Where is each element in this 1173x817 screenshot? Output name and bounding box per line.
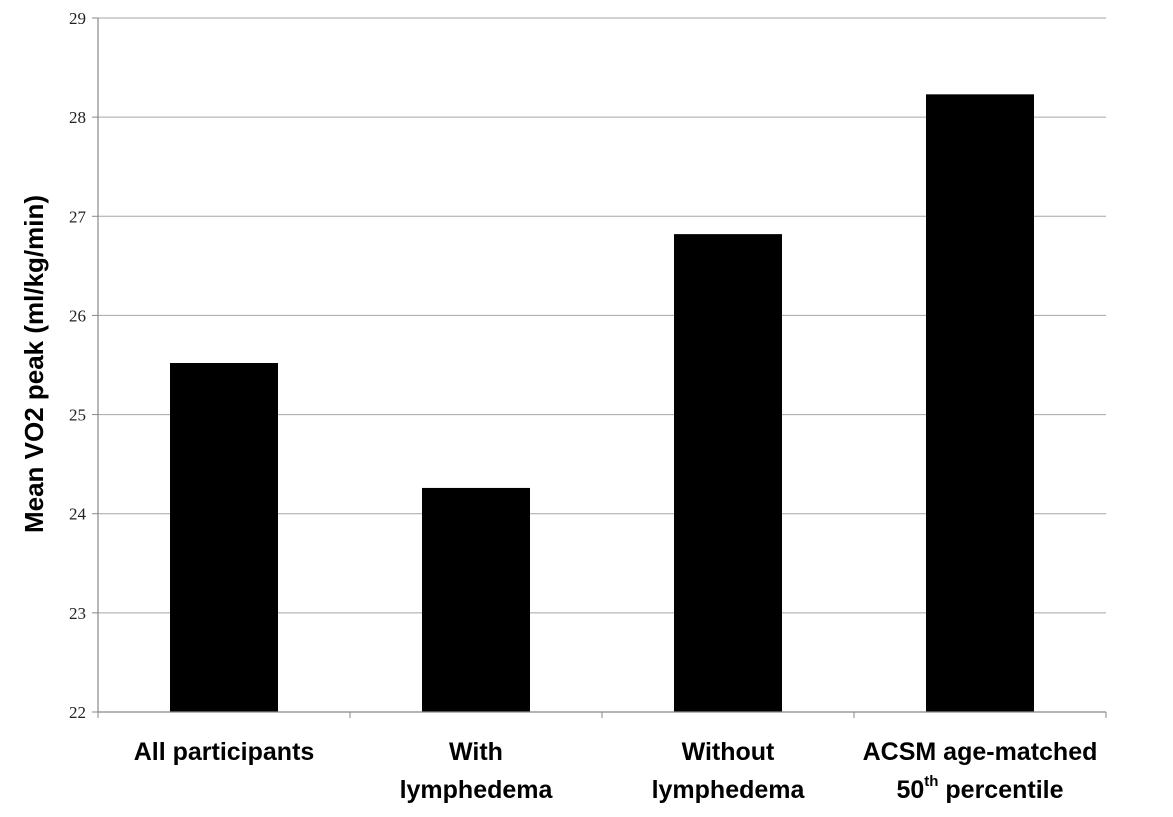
x-category-label: lymphedema	[652, 776, 806, 804]
x-category-label: 50th percentile	[896, 773, 1063, 804]
y-tick-label: 26	[69, 306, 86, 325]
y-tick-label: 23	[69, 604, 86, 623]
y-tick-label: 25	[69, 406, 86, 425]
bar	[422, 487, 530, 712]
x-category-label: ACSM age-matched	[863, 738, 1098, 766]
axes	[97, 18, 1107, 718]
x-category-label: lymphedema	[400, 776, 554, 804]
bar	[926, 94, 1034, 713]
y-axis-ticks: 22 23 24 25 26 27 28 29	[69, 9, 98, 722]
y-tick-label: 28	[69, 108, 86, 127]
bar	[170, 363, 278, 712]
x-category-label: With	[449, 738, 503, 766]
x-axis-labels: All participants With lymphedema Without lym…	[134, 738, 1098, 804]
bar	[674, 234, 782, 713]
x-category-label: All participants	[134, 738, 315, 766]
bars	[170, 94, 1034, 713]
y-tick-label: 27	[69, 207, 87, 226]
y-tick-label: 24	[69, 505, 87, 524]
x-category-label: Without	[682, 738, 775, 766]
y-axis-title: Mean VO2 peak (ml/kg/min)	[19, 195, 49, 533]
y-tick-label: 29	[69, 9, 86, 28]
y-tick-label: 22	[69, 703, 86, 722]
